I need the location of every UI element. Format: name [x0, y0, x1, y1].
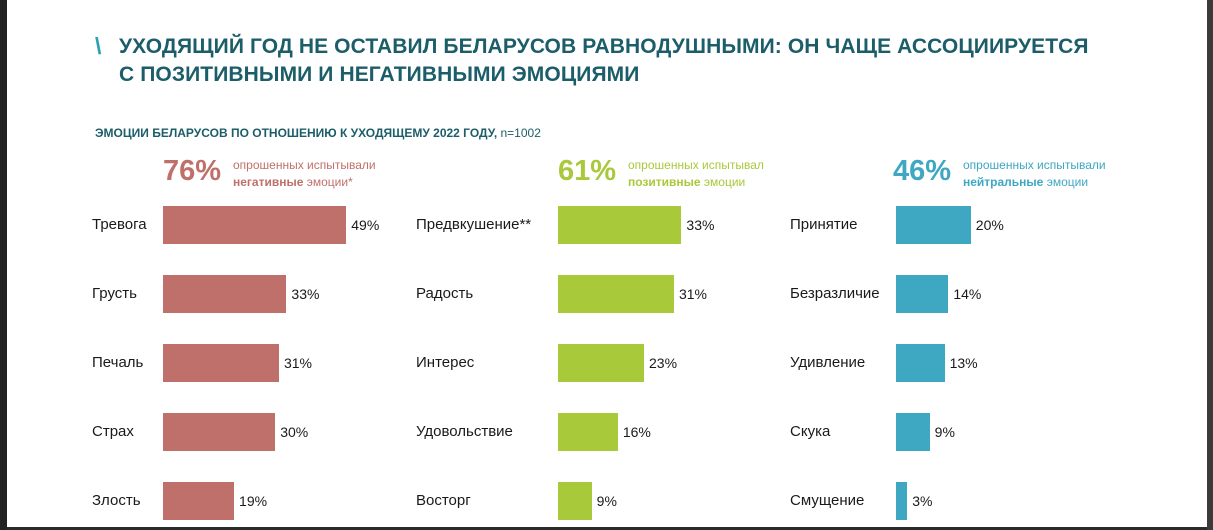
neutral-note-rest: эмоции	[1046, 175, 1089, 189]
negative-note-emphasis: негативные	[233, 175, 304, 189]
negative-bar	[163, 482, 235, 520]
positive-headline-value: 61%	[558, 155, 617, 187]
positive-category-label: Удовольствие	[416, 423, 513, 440]
positive-headline-note: опрошенных испытывал позитивные эмоции	[628, 157, 764, 191]
neutral-bar	[896, 344, 945, 382]
negative-value-label: 49%	[351, 217, 380, 233]
neutral-bar	[896, 413, 930, 451]
positive-value-label: 16%	[622, 424, 651, 440]
positive-bar	[558, 413, 618, 451]
neutral-headline-note: опрошенных испытывали нейтральные эмоции	[963, 157, 1106, 191]
negative-headline-value: 76%	[163, 155, 222, 187]
slide-title: УХОДЯЩИЙ ГОД НЕ ОСТАВИЛ БЕЛАРУСОВ РАВНОД…	[119, 33, 1119, 89]
neutral-note-emphasis: нейтральные	[963, 175, 1044, 189]
negative-value-label: 19%	[239, 493, 268, 509]
negative-value-label: 33%	[291, 286, 320, 302]
neutral-note-line-2: нейтральные эмоции	[963, 174, 1106, 191]
chart-subtitle-text: ЭМОЦИИ БЕЛАРУСОВ ПО ОТНОШЕНИЮ К УХОДЯЩЕМ…	[95, 126, 498, 140]
positive-category-label: Восторг	[416, 492, 471, 509]
negative-value-label: 30%	[280, 424, 309, 440]
negative-category-label: Тревога	[92, 216, 147, 233]
neutral-category-label: Удивление	[790, 354, 866, 371]
neutral-value-label: 9%	[934, 424, 955, 440]
neutral-value-label: 20%	[975, 217, 1004, 233]
negative-note-line-1: опрошенных испытывали	[233, 158, 376, 172]
positive-value-label: 9%	[596, 493, 617, 509]
positive-value-label: 31%	[678, 286, 707, 302]
negative-bar	[163, 275, 287, 313]
negative-category-label: Страх	[92, 423, 134, 440]
neutral-category-label: Смущение	[790, 492, 865, 509]
neutral-bar	[896, 206, 971, 244]
positive-value-label: 23%	[649, 355, 678, 371]
positive-note-line-1: опрошенных испытывал	[628, 158, 764, 172]
negative-note-line-2: негативные эмоции*	[233, 174, 376, 191]
positive-bar	[558, 482, 592, 520]
negative-headline-note: опрошенных испытывали негативные эмоции*	[233, 157, 376, 191]
neutral-headline-value: 46%	[893, 155, 952, 187]
neutral-bar	[896, 482, 908, 520]
neutral-category-label: Безразличие	[790, 285, 880, 302]
title-accent-mark: \	[95, 33, 102, 59]
slide-title-line-2: С ПОЗИТИВНЫМИ И НЕГАТИВНЫМИ ЭМОЦИЯМИ	[119, 63, 640, 86]
negative-value-label: 31%	[283, 355, 312, 371]
positive-category-label: Интерес	[416, 354, 475, 371]
positive-bar	[558, 275, 674, 313]
positive-category-label: Радость	[416, 285, 474, 302]
slide-title-line-1: УХОДЯЩИЙ ГОД НЕ ОСТАВИЛ БЕЛАРУСОВ РАВНОД…	[119, 35, 1089, 58]
negative-bar	[163, 206, 347, 244]
neutral-note-line-1: опрошенных испытывали	[963, 158, 1106, 172]
positive-bar	[558, 206, 682, 244]
negative-bar	[163, 413, 276, 451]
neutral-category-label: Принятие	[790, 216, 858, 233]
frame-right-edge	[1207, 0, 1213, 530]
positive-note-rest: эмоции	[703, 175, 746, 189]
neutral-category-label: Скука	[790, 423, 831, 440]
negative-note-rest: эмоции*	[306, 175, 353, 189]
frame-left-edge	[0, 0, 7, 530]
negative-category-label: Печаль	[92, 354, 144, 371]
negative-category-label: Грусть	[92, 285, 137, 302]
negative-bar	[163, 344, 279, 382]
positive-bar	[558, 344, 645, 382]
neutral-value-label: 14%	[953, 286, 982, 302]
neutral-value-label: 13%	[949, 355, 978, 371]
sample-size: n=1002	[500, 126, 541, 140]
negative-category-label: Злость	[92, 492, 141, 509]
chart-subtitle: ЭМОЦИИ БЕЛАРУСОВ ПО ОТНОШЕНИЮ К УХОДЯЩЕМ…	[95, 126, 541, 140]
slide: \ УХОДЯЩИЙ ГОД НЕ ОСТАВИЛ БЕЛАРУСОВ РАВН…	[7, 0, 1207, 527]
positive-value-label: 33%	[686, 217, 715, 233]
positive-note-line-2: позитивные эмоции	[628, 174, 764, 191]
positive-category-label: Предвкушение**	[416, 216, 532, 233]
neutral-bar	[896, 275, 949, 313]
positive-note-emphasis: позитивные	[628, 175, 701, 189]
neutral-value-label: 3%	[912, 493, 933, 509]
